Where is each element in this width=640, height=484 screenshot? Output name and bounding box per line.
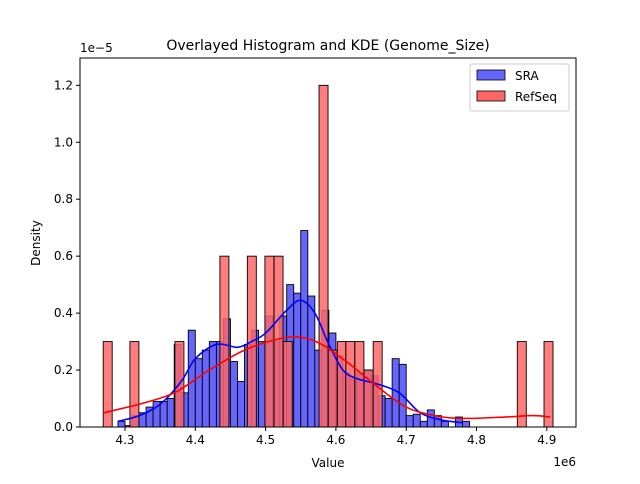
bar-sra [419, 420, 428, 428]
bar-sra [293, 292, 302, 428]
bar-sra [208, 341, 217, 428]
bar-refseq [219, 255, 230, 428]
bar-refseq [516, 341, 527, 428]
bar-sra [187, 329, 196, 428]
x-tick-label: 4.3 [115, 433, 134, 447]
x-tick-label: 4.6 [326, 433, 345, 447]
y-ticks: 0.0 0.2 0.4 0.6 0.8 1.0 1.2 [54, 78, 80, 434]
bar-sra [117, 420, 126, 428]
x-tick-label: 4.4 [186, 433, 205, 447]
x-axis-label: Value [312, 456, 345, 470]
y-offset-label: 1e−5 [80, 41, 113, 55]
bar-refseq [318, 84, 329, 428]
bar-sra [462, 420, 470, 428]
y-tick-label: 1.2 [54, 78, 73, 92]
legend-label-refseq: RefSeq [515, 90, 557, 104]
bar-refseq [354, 341, 365, 428]
bar-refseq [129, 341, 140, 428]
y-tick-label: 0.4 [54, 306, 73, 320]
y-tick-label: 0.0 [54, 420, 73, 434]
axes-frame [79, 57, 577, 428]
bar-refseq [543, 341, 554, 428]
bar-refseq [282, 341, 293, 428]
legend: SRA RefSeq [469, 63, 570, 112]
legend-swatch-refseq [476, 90, 506, 102]
bar-sra [440, 420, 449, 428]
bar-sra [201, 349, 210, 428]
y-tick-label: 0.8 [54, 192, 73, 206]
bar-sra [230, 361, 238, 428]
y-tick-label: 1.0 [54, 135, 73, 149]
bar-sra [405, 415, 414, 428]
y-tick-label: 0.2 [54, 363, 73, 377]
bar-sra [237, 380, 245, 428]
x-tick-label: 4.5 [256, 433, 275, 447]
bar-sra [159, 400, 168, 428]
x-offset-label: 1e6 [553, 455, 576, 469]
y-tick-label: 0.6 [54, 249, 73, 263]
kde-layer [103, 299, 551, 424]
x-tick-label: 4.8 [467, 433, 486, 447]
bar-sra [194, 358, 203, 428]
bar-sra [166, 398, 175, 428]
x-ticks: 4.3 4.4 4.5 4.6 4.7 4.8 4.9 [115, 427, 556, 447]
x-tick-label: 4.9 [537, 433, 556, 447]
bar-sra [307, 295, 316, 428]
bar-refseq [102, 341, 113, 428]
bar-refseq [345, 341, 356, 428]
chart-title: Overlayed Histogram and KDE (Genome_Size… [166, 38, 489, 54]
bars-layer [102, 84, 554, 428]
bar-sra [412, 413, 421, 428]
legend-swatch-sra [476, 69, 506, 81]
bar-refseq [273, 255, 284, 428]
bar-sra [300, 230, 309, 428]
x-tick-label: 4.7 [397, 433, 416, 447]
y-axis-label: Density [29, 220, 43, 266]
bar-refseq [327, 349, 338, 428]
kde-line-refseq [103, 335, 551, 420]
bar-refseq [336, 341, 347, 428]
kde-line-sra [117, 299, 463, 424]
bar-sra [384, 398, 393, 428]
legend-label-sra: SRA [515, 69, 539, 83]
